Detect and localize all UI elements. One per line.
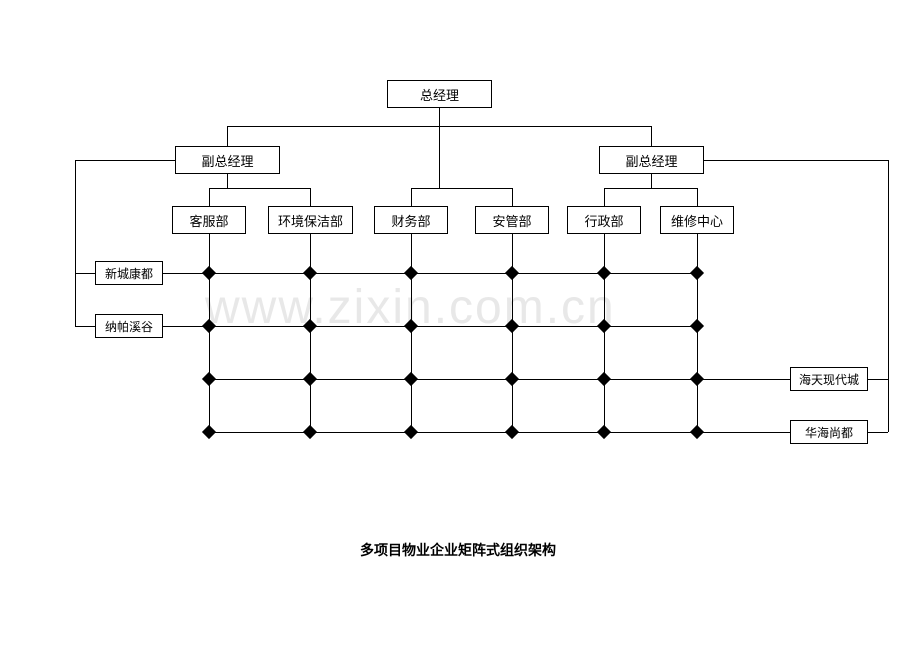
box-proj-right2: 华海尚都: [790, 420, 868, 444]
label-dept3: 财务部: [391, 211, 430, 230]
label-proj-left2: 纳帕溪谷: [105, 318, 153, 335]
label-dept5: 行政部: [584, 211, 623, 230]
diamond-marker: [202, 425, 216, 439]
connector: [227, 126, 228, 146]
diamond-marker: [303, 266, 317, 280]
label-dept2: 环境保洁部: [278, 211, 343, 230]
matrix-col: [697, 234, 698, 432]
connector: [704, 160, 889, 161]
box-dept4: 安管部: [475, 206, 549, 234]
connector: [75, 273, 95, 274]
box-proj-left2: 纳帕溪谷: [95, 314, 163, 338]
connector: [651, 174, 652, 188]
label-dept4: 安管部: [492, 211, 531, 230]
diamond-marker: [303, 425, 317, 439]
label-dept1: 客服部: [189, 211, 228, 230]
matrix-col: [209, 234, 210, 432]
connector: [439, 108, 440, 126]
box-dept5: 行政部: [567, 206, 641, 234]
connector: [411, 188, 412, 206]
diamond-marker: [597, 425, 611, 439]
connector: [439, 126, 440, 188]
chart-caption: 多项目物业企业矩阵式组织架构: [360, 540, 556, 560]
diamond-marker: [597, 319, 611, 333]
diamond-marker: [303, 372, 317, 386]
matrix-col: [512, 234, 513, 432]
connector: [75, 160, 175, 161]
connector: [227, 174, 228, 188]
diamond-marker: [690, 319, 704, 333]
diamond-marker: [597, 266, 611, 280]
connector: [411, 188, 512, 189]
connector: [310, 188, 311, 206]
box-proj-left1: 新城康都: [95, 261, 163, 285]
diamond-marker: [404, 266, 418, 280]
connector: [209, 188, 210, 206]
diamond-marker: [404, 425, 418, 439]
connector: [604, 188, 697, 189]
connector: [868, 379, 888, 380]
diamond-marker: [303, 319, 317, 333]
box-general-manager: 总经理: [387, 80, 492, 108]
connector: [209, 188, 310, 189]
label-proj-right2: 华海尚都: [805, 424, 853, 441]
diamond-marker: [690, 266, 704, 280]
diamond-marker: [404, 372, 418, 386]
diamond-marker: [505, 372, 519, 386]
label-dept6: 维修中心: [671, 211, 723, 230]
box-dept3: 财务部: [374, 206, 448, 234]
connector: [604, 188, 605, 206]
matrix-row: [163, 273, 697, 274]
diamond-marker: [202, 266, 216, 280]
diamond-marker: [505, 266, 519, 280]
label-general-manager: 总经理: [420, 85, 459, 104]
label-vp-left: 副总经理: [201, 151, 253, 170]
connector: [75, 326, 95, 327]
diamond-marker: [202, 372, 216, 386]
matrix-row: [163, 326, 697, 327]
label-vp-right: 副总经理: [625, 151, 677, 170]
box-dept2: 环境保洁部: [268, 206, 353, 234]
connector: [651, 126, 652, 146]
box-proj-right1: 海天现代城: [790, 367, 868, 391]
box-vp-right: 副总经理: [599, 146, 704, 174]
label-proj-right1: 海天现代城: [799, 371, 859, 388]
connector: [75, 160, 76, 326]
connector: [697, 188, 698, 206]
box-vp-left: 副总经理: [175, 146, 280, 174]
connector: [512, 188, 513, 206]
label-proj-left1: 新城康都: [105, 265, 153, 282]
diamond-marker: [404, 319, 418, 333]
matrix-col: [310, 234, 311, 432]
box-dept6: 维修中心: [660, 206, 734, 234]
diamond-marker: [202, 319, 216, 333]
connector: [868, 432, 888, 433]
diamond-marker: [597, 372, 611, 386]
diamond-marker: [505, 425, 519, 439]
matrix-col: [411, 234, 412, 432]
diamond-marker: [505, 319, 519, 333]
box-dept1: 客服部: [172, 206, 246, 234]
diamond-marker: [690, 372, 704, 386]
connector: [888, 160, 889, 432]
matrix-col: [604, 234, 605, 432]
diamond-marker: [690, 425, 704, 439]
